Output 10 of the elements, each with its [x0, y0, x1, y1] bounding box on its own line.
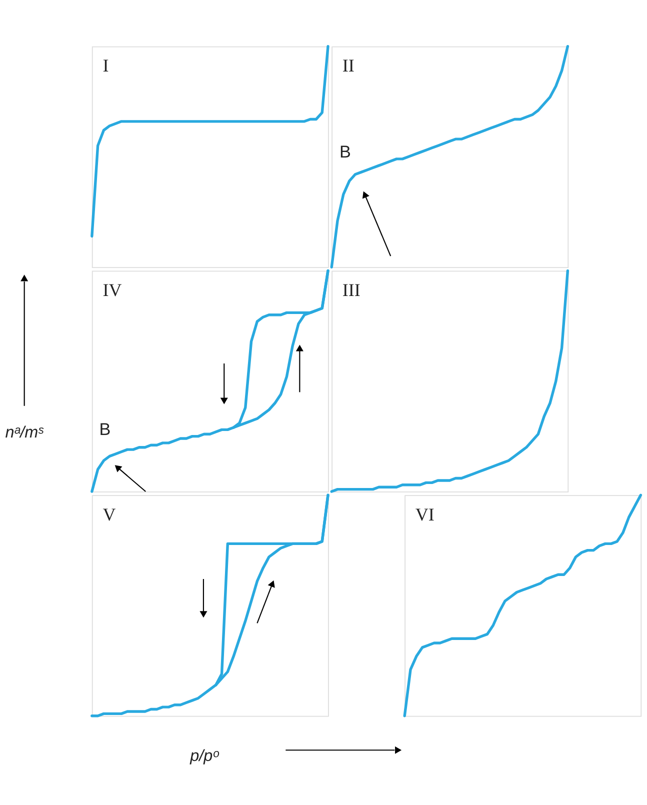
text: III [342, 280, 360, 300]
text: IV [102, 280, 122, 300]
text: I [102, 56, 109, 76]
text: V [102, 504, 116, 524]
text: II [342, 56, 354, 76]
x-axis-title: p/pᵒ [189, 746, 220, 765]
text: VI [415, 504, 434, 524]
annotation: B [99, 420, 111, 440]
annotation: B [339, 142, 351, 162]
y-axis-title: nᵃ/mˢ [5, 423, 44, 442]
